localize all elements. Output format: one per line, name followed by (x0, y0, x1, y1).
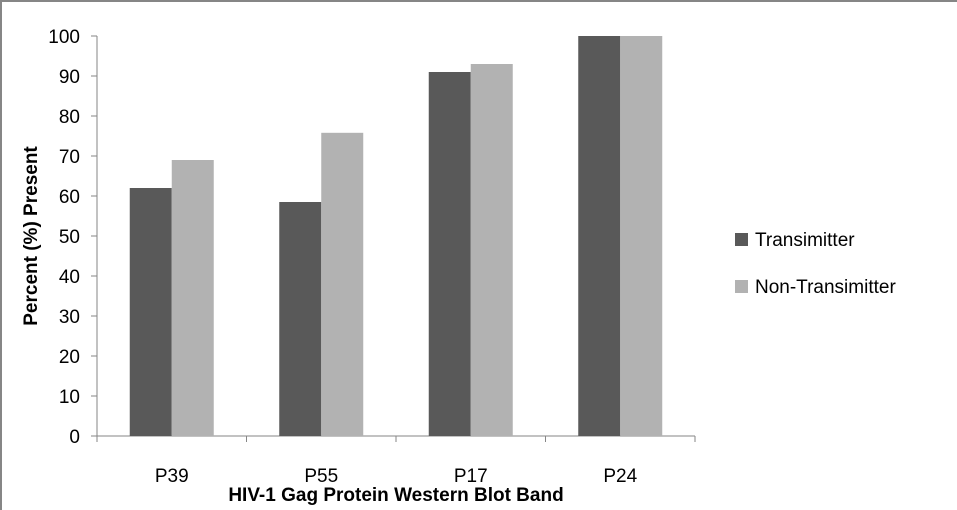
bar-transimitter-p55 (279, 202, 322, 436)
x-tick-labels: P39 P55 P17 P24 (155, 466, 638, 487)
x-tick-label: P39 (155, 466, 189, 487)
legend: Transimitter Non-Transimitter (735, 230, 896, 298)
y-tick-label: 100 (48, 27, 80, 48)
y-tick-labels: 0 10 20 30 40 50 60 70 80 90 100 (48, 27, 80, 448)
y-tick-label: 60 (59, 187, 80, 208)
legend-swatch-non-transimitter (735, 280, 748, 293)
bar-non-transimitter-p55 (321, 132, 364, 437)
bar-transimitter-p17 (428, 72, 471, 436)
bar-non-transimitter-p39 (171, 160, 214, 436)
x-tick-label: P55 (304, 466, 338, 487)
bar-non-transimitter-p24 (620, 36, 663, 436)
bar-transimitter-p39 (129, 188, 172, 436)
y-tick-label: 0 (69, 427, 80, 448)
bar-transimitter-p24 (578, 36, 621, 436)
chart-bars (129, 36, 663, 437)
legend-label-non-transimitter: Non-Transimitter (755, 277, 896, 298)
x-tick-label: P17 (454, 466, 488, 487)
y-tick-label: 20 (59, 347, 80, 368)
y-tick-label: 10 (59, 387, 80, 408)
x-axis-title: HIV-1 Gag Protein Western Blot Band (228, 485, 563, 506)
legend-label-transimitter: Transimitter (755, 230, 855, 251)
y-tick-label: 90 (59, 67, 80, 88)
y-tick-label: 30 (59, 307, 80, 328)
y-tick-label: 40 (59, 267, 80, 288)
x-tick-label: P24 (603, 466, 637, 487)
legend-swatch-transimitter (735, 233, 748, 246)
bar-non-transimitter-p17 (470, 64, 513, 436)
y-axis-title: Percent (%) Present (21, 146, 42, 326)
y-tick-label: 80 (59, 107, 80, 128)
y-tick-label: 50 (59, 227, 80, 248)
y-tick-label: 70 (59, 147, 80, 168)
